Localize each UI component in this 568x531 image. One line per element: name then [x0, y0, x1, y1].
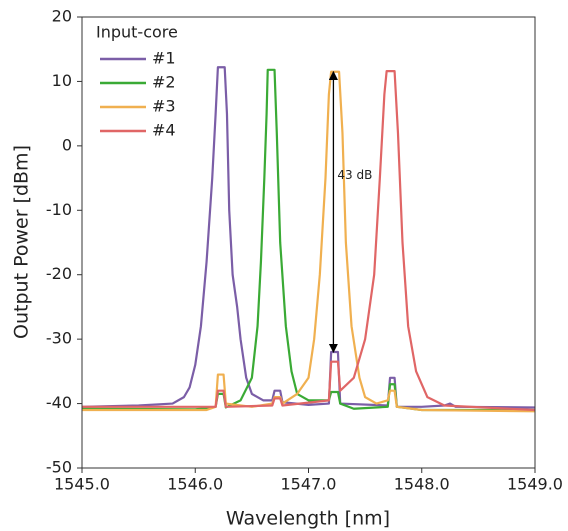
y-tick-label: -40 [46, 393, 72, 412]
y-tick-label: -30 [46, 329, 72, 348]
y-axis-title: Output Power [dBm] [11, 145, 33, 339]
series-line [82, 70, 536, 413]
legend-title: Input-core [96, 23, 178, 42]
y-tick-label: -20 [46, 264, 72, 283]
y-tick-label: -10 [46, 200, 72, 219]
legend-label: #2 [152, 73, 176, 92]
x-axis-title: Wavelength [nm] [226, 508, 390, 530]
x-tick-label: 1545.0 [54, 475, 110, 494]
y-tick-label: 10 [52, 71, 72, 90]
series-line [81, 68, 535, 412]
annotation-label: 43 dB [337, 168, 372, 182]
x-tick-label: 1547.0 [281, 475, 337, 494]
x-tick-label: 1548.0 [394, 475, 450, 494]
y-tick-label: 20 [52, 7, 72, 26]
plot-frame [81, 16, 536, 469]
legend-label: #4 [152, 121, 176, 140]
series-line [82, 70, 536, 412]
y-tick-label: -50 [46, 458, 72, 477]
x-tick-label: 1546.0 [167, 475, 223, 494]
legend-label: #1 [152, 49, 176, 68]
x-tick-label: 1549.0 [507, 475, 563, 494]
series-line [81, 66, 536, 409]
y-tick-label: 0 [62, 135, 72, 154]
legend-label: #3 [152, 97, 176, 116]
